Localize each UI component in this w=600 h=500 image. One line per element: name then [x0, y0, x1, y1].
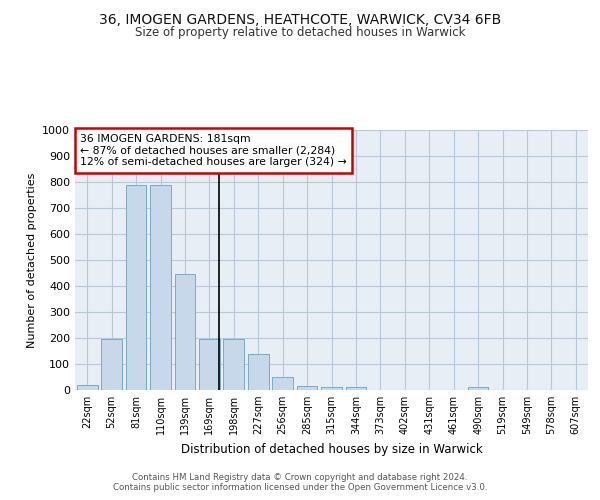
X-axis label: Distribution of detached houses by size in Warwick: Distribution of detached houses by size … — [181, 442, 482, 456]
Bar — [150, 184, 171, 390]
Bar — [272, 377, 293, 390]
Bar — [199, 340, 220, 390]
Text: Contains HM Land Registry data © Crown copyright and database right 2024.: Contains HM Land Registry data © Crown c… — [132, 472, 468, 482]
Bar — [248, 354, 269, 390]
Text: Contains public sector information licensed under the Open Government Licence v3: Contains public sector information licen… — [113, 484, 487, 492]
Bar — [467, 388, 488, 390]
Bar — [175, 274, 196, 390]
Text: Size of property relative to detached houses in Warwick: Size of property relative to detached ho… — [135, 26, 465, 39]
Bar — [125, 184, 146, 390]
Bar — [321, 387, 342, 390]
Text: 36, IMOGEN GARDENS, HEATHCOTE, WARWICK, CV34 6FB: 36, IMOGEN GARDENS, HEATHCOTE, WARWICK, … — [99, 12, 501, 26]
Text: 36 IMOGEN GARDENS: 181sqm
← 87% of detached houses are smaller (2,284)
12% of se: 36 IMOGEN GARDENS: 181sqm ← 87% of detac… — [80, 134, 347, 167]
Bar — [223, 340, 244, 390]
Bar — [296, 386, 317, 390]
Bar — [101, 340, 122, 390]
Bar — [77, 386, 98, 390]
Y-axis label: Number of detached properties: Number of detached properties — [26, 172, 37, 348]
Bar — [346, 387, 367, 390]
